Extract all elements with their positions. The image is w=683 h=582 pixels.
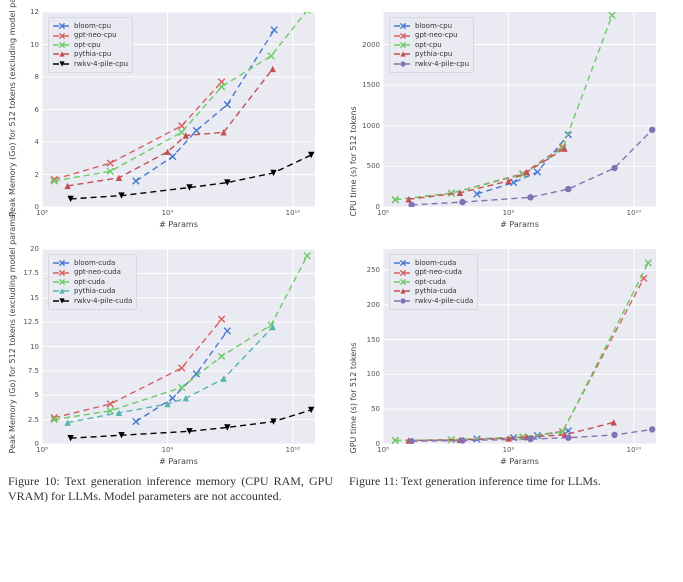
legend-label: gpt-neo-cuda: [74, 268, 121, 276]
legend-label: opt-cuda: [415, 278, 446, 286]
legend-label: bloom-cpu: [74, 22, 111, 30]
legend-label: opt-cpu: [415, 41, 442, 49]
legend: bloom-cudagpt-neo-cuda opt-cudapythia-cud…: [389, 254, 478, 310]
legend-item: bloom-cuda: [53, 259, 132, 267]
legend: bloom-cpugpt-neo-cpu opt-cpupythia-cpu rwk…: [389, 17, 474, 73]
legend: bloom-cpugpt-neo-cpu opt-cpupythia-cpu rwk…: [48, 17, 133, 73]
legend-label: bloom-cpu: [415, 22, 452, 30]
legend-item: bloom-cpu: [394, 22, 469, 30]
legend-label: rwkv-4-pile-cuda: [415, 297, 473, 305]
figure11-bottom-wrap: # Params05010015020025010⁸10⁹10¹⁰bloom-c…: [341, 237, 671, 474]
legend-label: pythia-cuda: [74, 287, 116, 295]
legend-item: opt-cpu: [394, 41, 469, 49]
legend-label: gpt-neo-cpu: [415, 31, 458, 39]
legend-item: pythia-cpu: [53, 50, 128, 58]
legend-item: gpt-neo-cpu: [394, 31, 469, 39]
xlabel: # Params: [159, 220, 198, 229]
figure11-top-wrap: # Params050010001500200010⁸10⁹10¹⁰bloom-…: [341, 0, 671, 237]
legend-item: gpt-neo-cuda: [53, 268, 132, 276]
figure10-top-wrap: # Params02468101210⁸10⁹10¹⁰bloom-cpugpt-…: [0, 0, 330, 237]
legend-label: bloom-cuda: [415, 259, 456, 267]
legend-label: opt-cuda: [74, 278, 105, 286]
legend-item: rwkv-4-pile-cuda: [394, 297, 473, 305]
legend-item: pythia-cuda: [53, 287, 132, 295]
legend-item: bloom-cpu: [53, 22, 128, 30]
legend-item: opt-cuda: [53, 278, 132, 286]
legend-item: gpt-neo-cpu: [53, 31, 128, 39]
legend-item: rwkv-4-pile-cuda: [53, 297, 132, 305]
legend-label: pythia-cuda: [415, 287, 457, 295]
ylabel: GPU time (s) for 512 tokens: [349, 258, 358, 453]
legend-item: gpt-neo-cuda: [394, 268, 473, 276]
legend-item: rwkv-4-pile-cpu: [394, 60, 469, 68]
xlabel: # Params: [500, 457, 539, 466]
legend-label: pythia-cpu: [415, 50, 452, 58]
legend-label: pythia-cpu: [74, 50, 111, 58]
figure10-bottom-wrap: # Params02.557.51012.51517.52010⁸10⁹10¹⁰…: [0, 237, 330, 474]
legend-item: pythia-cpu: [394, 50, 469, 58]
figure10-caption: Figure 10: Text generation inference mem…: [0, 474, 341, 510]
legend-item: rwkv-4-pile-cpu: [53, 60, 128, 68]
legend-label: gpt-neo-cuda: [415, 268, 462, 276]
legend-label: rwkv-4-pile-cpu: [74, 60, 128, 68]
legend-item: bloom-cuda: [394, 259, 473, 267]
legend-item: pythia-cuda: [394, 287, 473, 295]
legend-label: gpt-neo-cpu: [74, 31, 117, 39]
legend-label: rwkv-4-pile-cpu: [415, 60, 469, 68]
legend-item: opt-cuda: [394, 278, 473, 286]
legend: bloom-cudagpt-neo-cuda opt-cudapythia-cud…: [48, 254, 137, 310]
ylabel: Peak Memory (Go) for 512 tokens (excludi…: [8, 258, 17, 453]
figure11-caption: Figure 11: Text generation inference tim…: [341, 474, 682, 495]
legend-label: opt-cpu: [74, 41, 101, 49]
ylabel: CPU time (s) for 512 tokens: [349, 21, 358, 216]
legend-item: opt-cpu: [53, 41, 128, 49]
legend-label: rwkv-4-pile-cuda: [74, 297, 132, 305]
ylabel: Peak Memory (Go) for 512 tokens (excludi…: [8, 21, 17, 216]
xlabel: # Params: [159, 457, 198, 466]
legend-label: bloom-cuda: [74, 259, 115, 267]
xlabel: # Params: [500, 220, 539, 229]
